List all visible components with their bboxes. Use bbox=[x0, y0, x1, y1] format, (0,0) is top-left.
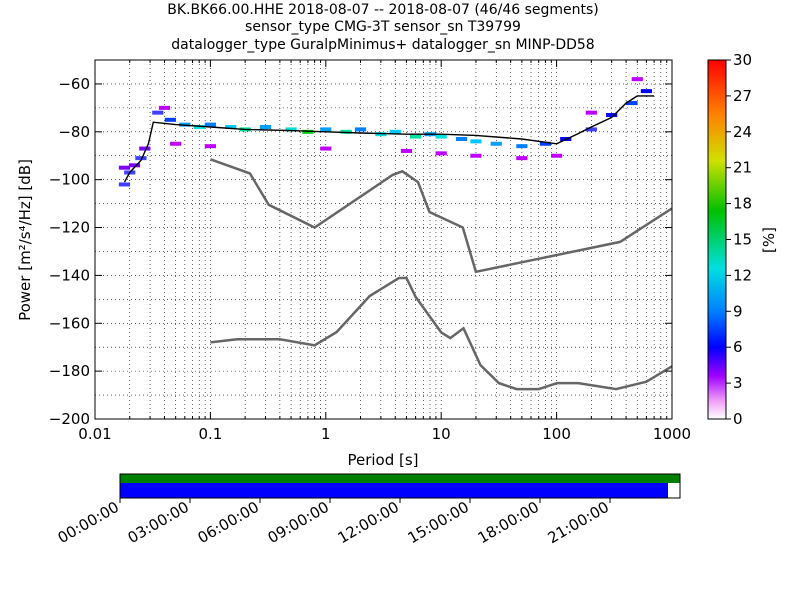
density-cell bbox=[320, 146, 332, 151]
density-cell bbox=[259, 125, 272, 130]
coverage-tick-label: 21:00:00 bbox=[545, 498, 612, 547]
density-cell bbox=[516, 144, 528, 149]
density-cell bbox=[606, 113, 618, 118]
coverage-tick-label: 06:00:00 bbox=[195, 498, 262, 547]
y-axis-ticks: −60 −80 −100 −120 −140 −160 −180 −200 bbox=[49, 75, 672, 428]
density-cell bbox=[585, 110, 597, 115]
x-tick-label: 100 bbox=[542, 425, 571, 443]
y-axis-label: Power [m²/s⁴/Hz] [dB] bbox=[16, 159, 34, 321]
coverage-tick-label: 09:00:00 bbox=[265, 498, 332, 547]
coverage-bar: 00:00:00 03:00:00 06:00:00 09:00:00 12:00:00… bbox=[55, 473, 681, 547]
colorbar-tick-label: 6 bbox=[733, 338, 743, 356]
density-cell bbox=[164, 117, 176, 122]
colorbar-tick-label: 30 bbox=[733, 51, 752, 69]
x-axis-label: Period [s] bbox=[347, 451, 418, 469]
density-cell bbox=[400, 148, 413, 153]
density-cell bbox=[135, 156, 147, 161]
density-cell bbox=[193, 125, 205, 130]
density-cell bbox=[455, 136, 468, 141]
y-tick-label: −160 bbox=[49, 314, 90, 332]
density-cell bbox=[626, 101, 638, 106]
density-cell bbox=[585, 127, 597, 132]
density-cell bbox=[320, 127, 332, 132]
plot-area: 0.01 0.1 1 10 100 1000 −60 −80 −100 −120 −140 −160… bbox=[16, 59, 691, 469]
density-cell bbox=[435, 151, 447, 156]
x-tick-label: 0.1 bbox=[198, 425, 222, 443]
density-cell bbox=[354, 127, 367, 132]
chart-title-line-2: sensor_type CMG-3T sensor_sn T39799 bbox=[245, 19, 521, 35]
colorbar-tick-label: 21 bbox=[733, 159, 752, 177]
density-cell bbox=[170, 141, 182, 146]
chart-title-line-1: BK.BK66.00.HHE 2018-08-07 -- 2018-08-07 … bbox=[167, 2, 599, 18]
x-axis-ticks: 0.01 0.1 1 10 100 1000 bbox=[78, 60, 691, 443]
coverage-tick-label: 12:00:00 bbox=[335, 498, 402, 547]
density-cell bbox=[204, 144, 216, 149]
density-cell bbox=[139, 146, 151, 151]
density-cell bbox=[158, 105, 171, 110]
density-cell bbox=[539, 141, 552, 146]
y-tick-label: −200 bbox=[49, 410, 90, 428]
coverage-tick-label: 00:00:00 bbox=[55, 498, 122, 547]
y-tick-label: −140 bbox=[49, 266, 90, 284]
y-tick-label: −120 bbox=[49, 219, 90, 237]
coverage-top-strip bbox=[120, 474, 680, 483]
plot-grid bbox=[95, 60, 672, 419]
colorbar-tick-label: 15 bbox=[733, 231, 752, 249]
density-cell bbox=[340, 129, 352, 134]
colorbar-tick-label: 9 bbox=[733, 302, 743, 320]
x-tick-label: 10 bbox=[432, 425, 451, 443]
colorbar-tick-label: 24 bbox=[733, 123, 752, 141]
density-cell bbox=[631, 77, 643, 82]
density-cell bbox=[551, 153, 563, 158]
density-cell bbox=[516, 156, 528, 161]
density-cell bbox=[118, 165, 131, 170]
colorbar-tick-label: 27 bbox=[733, 87, 752, 105]
density-cell bbox=[225, 125, 237, 130]
density-cell bbox=[470, 139, 482, 144]
coverage-tick-label: 03:00:00 bbox=[125, 498, 192, 547]
colorbar-ticks: 0 3 6 9 12 15 18 21 24 27 30 bbox=[726, 51, 752, 428]
noise-model-curves bbox=[123, 95, 672, 391]
coverage-bottom-strip bbox=[120, 483, 668, 498]
nlnm-curve bbox=[209, 158, 672, 274]
chart-title-line-3: datalogger_type GuralpMinimus+ datalogge… bbox=[171, 37, 595, 53]
colorbar-tick-label: 3 bbox=[733, 374, 743, 392]
density-cell bbox=[389, 129, 401, 134]
coverage-tick-label: 15:00:00 bbox=[405, 498, 472, 547]
colorbar-tick-label: 0 bbox=[733, 410, 743, 428]
density-cell bbox=[410, 134, 422, 139]
y-tick-label: −100 bbox=[49, 171, 90, 189]
nhnm-curve bbox=[210, 276, 672, 391]
density-cell bbox=[152, 110, 164, 115]
x-tick-label: 1 bbox=[321, 425, 331, 443]
colorbar-label: [%] bbox=[760, 227, 778, 253]
density-cell bbox=[118, 182, 131, 187]
coverage-tick-label: 18:00:00 bbox=[475, 498, 542, 547]
x-tick-label: 1000 bbox=[653, 425, 691, 443]
density-cell bbox=[470, 153, 482, 158]
density-cell bbox=[204, 122, 216, 127]
colorbar-tick-label: 18 bbox=[733, 195, 752, 213]
y-tick-label: −80 bbox=[58, 123, 90, 141]
x-tick-label: 0.01 bbox=[78, 425, 111, 443]
density-cell bbox=[285, 127, 297, 132]
density-cell bbox=[435, 134, 447, 139]
density-cell bbox=[128, 163, 141, 168]
colorbar-tick-label: 12 bbox=[733, 266, 752, 284]
coverage-ticks: 00:00:00 03:00:00 06:00:00 09:00:00 12:00:00… bbox=[55, 498, 612, 547]
density-cell bbox=[640, 89, 652, 94]
y-tick-label: −60 bbox=[58, 75, 90, 93]
y-tick-label: −180 bbox=[49, 362, 90, 380]
density-cell bbox=[490, 141, 502, 146]
mean-curve bbox=[123, 95, 655, 183]
colorbar: 0 3 6 9 12 15 18 21 24 27 30 [%] bbox=[707, 51, 778, 428]
